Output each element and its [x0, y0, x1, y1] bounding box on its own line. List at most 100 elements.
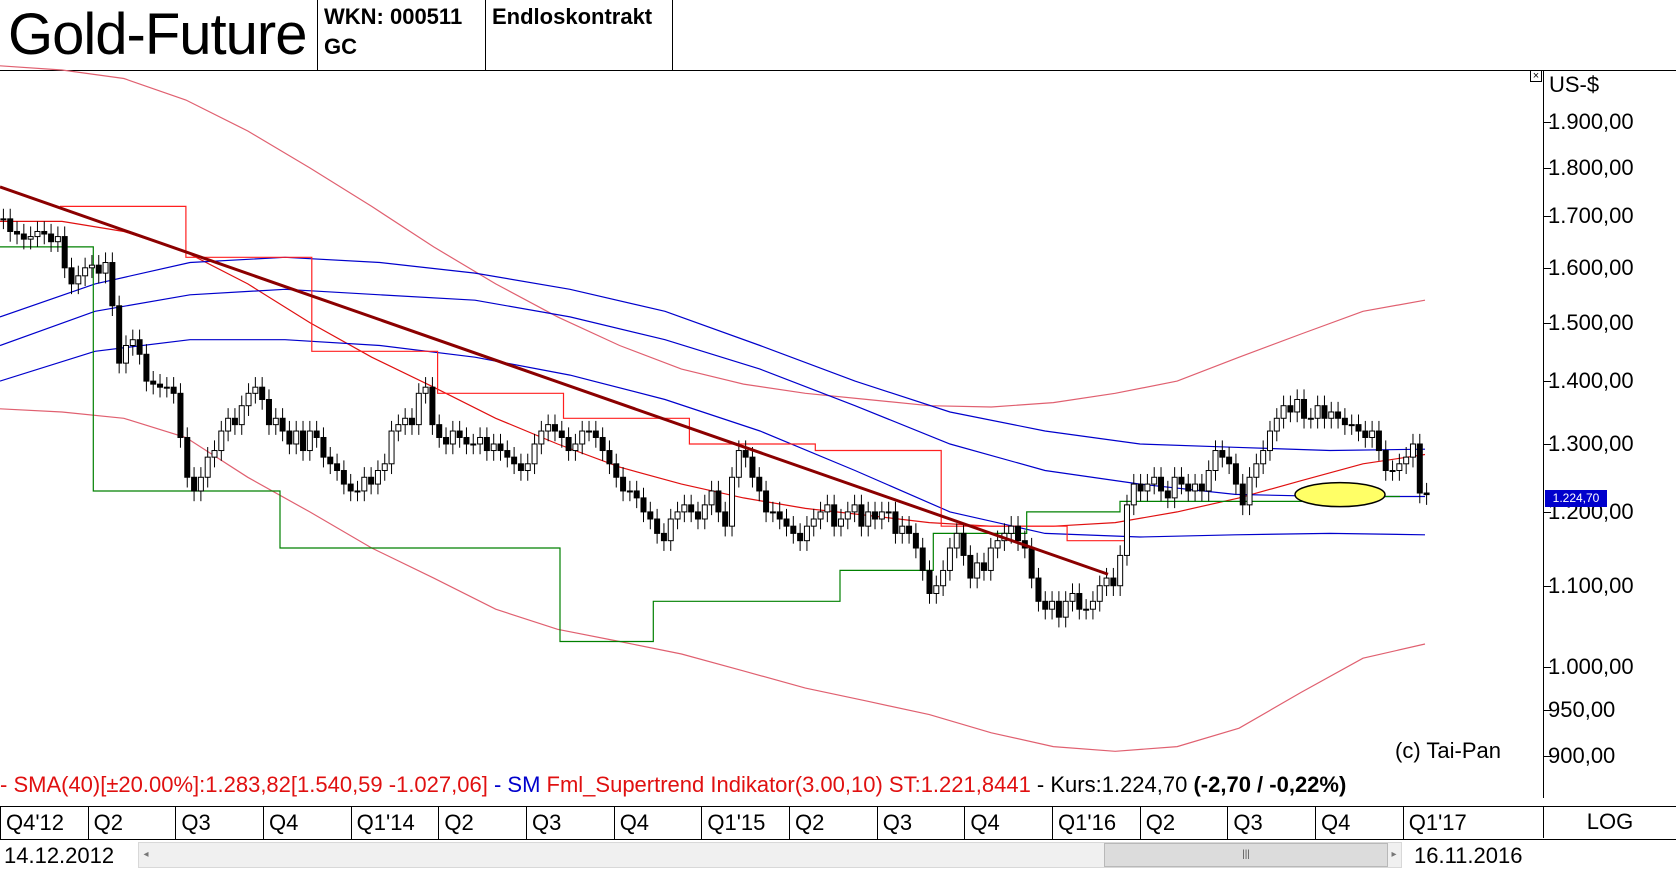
blue-ma-line — [0, 339, 1426, 538]
arrow-right-icon[interactable]: ▸ — [1391, 849, 1397, 860]
candle-body — [906, 525, 913, 534]
time-axis-tick — [438, 807, 440, 839]
candle — [524, 453, 531, 481]
candle-body — [1028, 547, 1035, 579]
candle — [1164, 480, 1171, 509]
time-axis-label: Q2 — [444, 810, 474, 835]
candle — [1158, 467, 1165, 502]
candle-body — [1355, 424, 1362, 432]
price-axis-label: 1.900,00 — [1548, 109, 1634, 134]
candle-body — [340, 470, 347, 485]
candle-body — [1232, 463, 1239, 485]
candle — [1185, 473, 1192, 502]
wkn-cell: WKN: 000511 GC — [318, 0, 486, 70]
candle — [620, 467, 627, 502]
candle-body — [265, 398, 272, 426]
candle — [504, 440, 511, 468]
supertrend-long — [0, 246, 1400, 643]
candle — [729, 467, 736, 537]
price-axis-label: 1.800,00 — [1548, 154, 1634, 180]
candle — [436, 414, 443, 448]
candle-body — [824, 504, 831, 513]
candle-body — [885, 511, 892, 514]
candle — [129, 329, 136, 356]
candle-body — [1266, 430, 1273, 452]
close-box-icon[interactable]: × — [1530, 70, 1542, 82]
candle-body — [674, 511, 681, 520]
candle-body — [1375, 430, 1382, 452]
candle — [545, 414, 552, 442]
price-axis-tick — [1543, 381, 1551, 383]
candle-body — [1382, 450, 1389, 472]
candle-body — [899, 525, 906, 534]
candle — [1035, 567, 1042, 612]
candle-body — [334, 463, 341, 472]
candle — [122, 335, 129, 374]
candle — [41, 221, 48, 245]
candle — [872, 501, 879, 530]
candle-body — [0, 218, 7, 221]
candle-body — [408, 417, 415, 426]
candle — [374, 460, 381, 495]
candle-body — [647, 511, 654, 520]
candle-body — [122, 345, 129, 364]
candle — [381, 453, 388, 481]
candle-body — [1083, 608, 1090, 611]
candle-body — [1348, 424, 1355, 427]
candle-body — [831, 504, 838, 527]
candle-body — [960, 532, 967, 556]
candle — [1096, 575, 1103, 612]
candle-body — [347, 483, 354, 492]
candle-body — [729, 476, 736, 527]
candle — [912, 523, 919, 559]
candle-body — [1273, 417, 1280, 432]
candle-body — [667, 518, 674, 542]
candle-body — [551, 424, 558, 432]
candle-body — [293, 430, 300, 445]
log-scale-button[interactable]: LOG — [1543, 806, 1676, 838]
candle-body — [211, 450, 218, 458]
candle-body — [517, 463, 524, 472]
candle — [1253, 453, 1260, 488]
candle-body — [572, 443, 579, 452]
price-axis-label: 1.600,00 — [1548, 254, 1634, 280]
arrow-left-icon[interactable]: ◂ — [143, 849, 149, 860]
candle-body — [443, 436, 450, 445]
candle-body — [688, 504, 695, 513]
time-axis-tick — [876, 807, 878, 839]
candle-body — [545, 424, 552, 432]
candle — [572, 433, 579, 461]
candle — [388, 420, 395, 475]
candle — [742, 440, 749, 468]
candle — [1015, 516, 1022, 551]
candle-body — [157, 383, 164, 388]
candle-body — [844, 511, 851, 520]
candle-body — [1055, 600, 1062, 618]
candle — [776, 501, 783, 530]
start-date: 14.12.2012 — [4, 843, 115, 868]
time-axis-tick — [175, 807, 177, 839]
candle-body — [238, 405, 245, 426]
time-axis: Q4'12 Q2 Q3 Q4 Q1'14 Q2 Q3 Q4 Q1'15 Q2 Q3 Q4 Q1'16 Q2… — [0, 806, 1676, 840]
candle — [1055, 591, 1062, 628]
candle — [327, 447, 334, 475]
candle-body — [1049, 600, 1056, 610]
scrollbar-thumb[interactable]: ||| — [1104, 843, 1388, 867]
candle-body — [1178, 476, 1185, 485]
candle-body — [660, 532, 667, 542]
candle — [1307, 408, 1314, 429]
candle-body — [708, 490, 715, 506]
price-chart[interactable] — [0, 0, 1543, 800]
candle-body — [374, 470, 381, 485]
candle-body — [837, 518, 844, 527]
time-axis-label: Q1'14 — [356, 810, 415, 835]
price-axis-label: 1.400,00 — [1548, 368, 1634, 394]
candle — [933, 575, 940, 604]
candle — [899, 516, 906, 544]
candle-body — [1198, 483, 1205, 492]
candle-body — [1205, 470, 1212, 492]
candle-body — [95, 264, 102, 274]
candle-body — [769, 511, 776, 514]
candle — [660, 523, 667, 551]
candle-body — [1239, 483, 1246, 506]
